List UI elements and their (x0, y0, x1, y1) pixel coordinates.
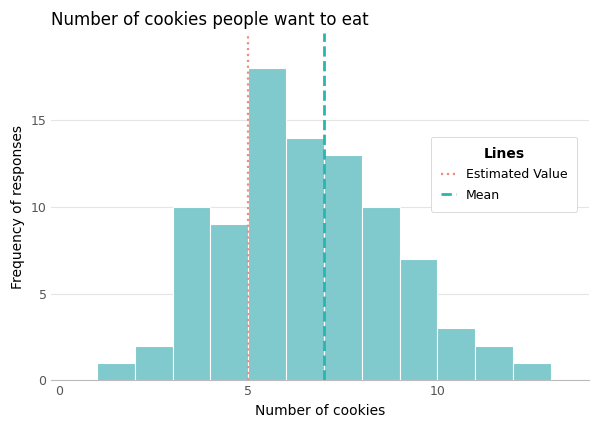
Bar (286, 138, 324, 381)
Legend: Estimated Value, Mean: Estimated Value, Mean (431, 137, 577, 212)
Bar (400, 259, 437, 381)
Bar (134, 346, 173, 381)
Bar (437, 329, 475, 381)
Y-axis label: Frequency of responses: Frequency of responses (11, 125, 25, 289)
Bar (513, 363, 551, 381)
Bar (173, 207, 211, 381)
Bar (362, 207, 400, 381)
Bar (324, 155, 362, 381)
Bar (475, 346, 513, 381)
Bar (97, 363, 134, 381)
X-axis label: Number of cookies: Number of cookies (255, 404, 385, 418)
Bar (211, 224, 248, 381)
Text: Number of cookies people want to eat: Number of cookies people want to eat (52, 11, 369, 29)
Bar (248, 68, 286, 381)
